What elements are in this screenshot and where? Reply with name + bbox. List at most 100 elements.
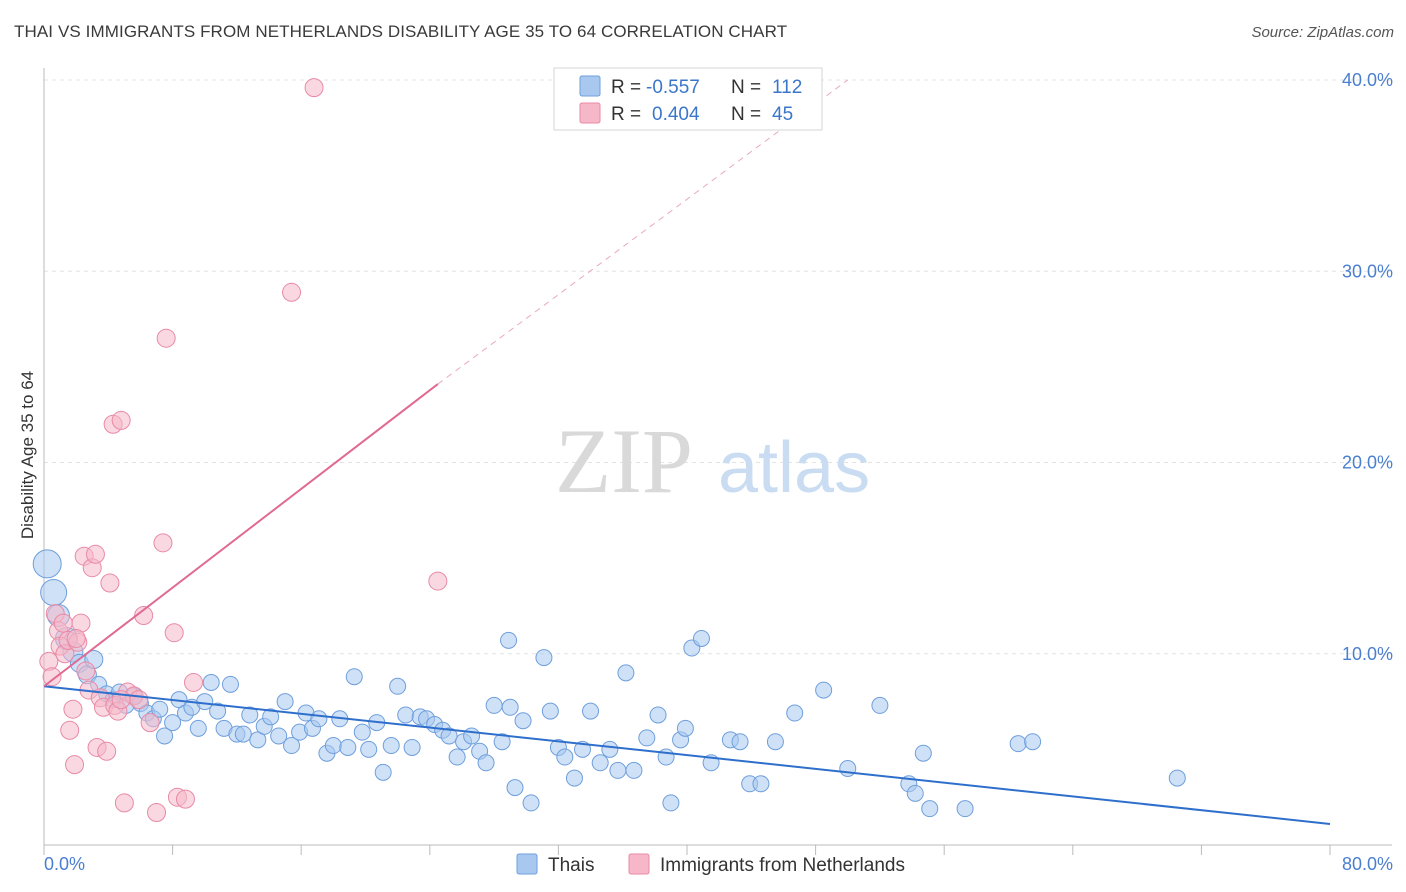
point-thais [196,693,214,711]
point-thais [815,681,833,699]
point-thais [506,779,524,797]
point-thais [477,754,495,772]
trend-line-thais [43,685,1331,825]
point-thais [731,733,749,751]
point-netherlands [428,571,448,591]
point-netherlands [153,533,173,553]
point-thais [956,800,974,818]
trend-line-netherlands [43,383,439,688]
point-netherlands [156,328,176,348]
y-tick-label: 30.0% [1342,261,1393,281]
legend-n-label: N = [731,104,761,125]
point-thais [463,727,481,745]
legend-n-value: 112 [772,77,802,98]
axes [43,68,1392,855]
x-tick-label: 80.0% [1342,854,1393,874]
point-thais [541,702,559,720]
point-thais [345,668,363,686]
point-netherlands [129,690,149,710]
point-thais [514,712,532,730]
point-thais [522,794,540,812]
point-thais [485,696,503,714]
point-thais [397,706,415,724]
legend-swatch-netherlands [579,102,601,124]
legend-n-label: N = [731,77,761,98]
x-tick-label: 0.0% [44,854,85,874]
point-thais [353,723,371,741]
point-thais [601,740,619,758]
bottom-legend-swatch-netherlands [628,853,650,875]
point-thais [448,748,466,766]
point-thais [501,698,519,716]
point-thais [339,738,357,756]
point-thais [871,696,889,714]
point-thais [374,763,392,781]
point-thais [324,737,342,755]
watermark-zip: ZIP [555,410,693,512]
point-thais [649,706,667,724]
point-thais [692,629,710,647]
point-thais [202,673,220,691]
bottom-legend: Thais Immigrants from Netherlands [516,853,905,876]
trend-extension-netherlands [437,79,849,385]
point-thais [752,775,770,793]
y-tick-label: 40.0% [1342,70,1393,90]
y-tick-label: 10.0% [1342,644,1393,664]
point-thais [32,549,62,579]
legend-r-value: 0.404 [652,104,700,125]
point-netherlands [100,573,120,593]
point-netherlands [97,741,117,761]
point-netherlands [63,699,83,719]
point-netherlands [111,410,131,430]
grid-lines [44,79,1392,655]
point-netherlands [114,793,134,813]
point-thais [609,761,627,779]
y-tick-label: 20.0% [1342,453,1393,473]
legend-r-label: R = [611,77,641,98]
point-thais [189,719,207,737]
point-thais [638,729,656,747]
point-thais [556,748,574,766]
bottom-legend-label-netherlands: Immigrants from Netherlands [660,855,905,876]
x-tick-labels: 0.0% 80.0% [44,854,1393,874]
point-thais [403,738,421,756]
point-thais [565,769,583,787]
watermark-atlas: atlas [718,428,870,508]
point-thais [535,649,553,667]
point-thais [676,719,694,737]
point-thais [310,710,328,728]
point-thais [921,800,939,818]
bottom-legend-swatch-thais [516,853,538,875]
point-thais [500,631,518,649]
point-thais [151,700,169,718]
point-thais [221,675,239,693]
point-netherlands [175,789,195,809]
point-thais [914,744,932,762]
watermark: ZIP atlas [555,410,870,512]
point-netherlands [282,282,302,302]
point-thais [662,794,680,812]
point-netherlands [164,623,184,643]
point-netherlands [76,661,96,681]
point-thais [766,733,784,751]
point-thais [1168,769,1186,787]
point-netherlands [85,544,105,564]
point-thais [276,693,294,711]
point-netherlands [140,713,160,733]
point-thais [440,727,458,745]
legend-r-label: R = [611,104,641,125]
point-thais [209,702,227,720]
point-netherlands [42,667,62,687]
bottom-legend-label-thais: Thais [548,855,594,876]
point-netherlands [66,628,86,648]
point-netherlands [304,78,324,98]
source-label: Source: ZipAtlas.com [1251,24,1394,41]
point-thais [382,737,400,755]
trend-lines [43,79,1331,825]
point-netherlands [39,651,59,671]
point-netherlands [183,672,203,692]
point-netherlands [65,755,85,775]
point-thais [389,677,407,695]
legend-swatch-thais [579,75,601,97]
